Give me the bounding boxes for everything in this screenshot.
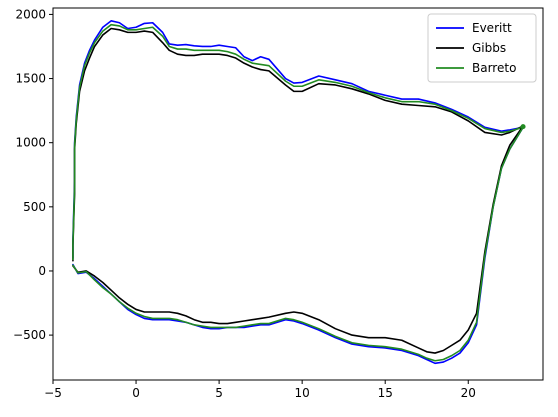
legend-label-everitt: Everitt xyxy=(472,21,512,35)
x-tick-label: 20 xyxy=(461,386,476,400)
series-line-barreto-upper xyxy=(72,23,524,261)
x-tick-label: 10 xyxy=(295,386,310,400)
y-tick-label: 500 xyxy=(23,200,46,214)
legend: Everitt Gibbs Barreto xyxy=(427,13,537,83)
series-line-barreto-lower xyxy=(72,126,524,362)
x-tick-label: 5 xyxy=(215,386,223,400)
x-tick-label: 15 xyxy=(378,386,393,400)
plot-area xyxy=(72,20,526,365)
y-tick-label: 0 xyxy=(38,264,46,278)
axes: −5 0 5 10 15 20 −500 0 500 1000 1500 2000 xyxy=(13,7,544,400)
y-tick-label: 1000 xyxy=(15,136,46,150)
legend-box xyxy=(427,13,537,83)
series-end-point xyxy=(520,124,526,130)
y-tick-label: −500 xyxy=(13,328,46,342)
series-line-everitt-lower xyxy=(72,126,524,365)
x-tick-label: 0 xyxy=(132,386,140,400)
legend-label-barreto: Barreto xyxy=(472,61,516,75)
series-line-everitt-upper xyxy=(72,20,524,259)
legend-label-gibbs: Gibbs xyxy=(472,41,506,55)
y-tick-label: 2000 xyxy=(15,7,46,21)
x-tick-label: −5 xyxy=(44,386,62,400)
series-line-gibbs-lower xyxy=(72,125,524,354)
y-tick-label: 1500 xyxy=(15,72,46,86)
plot-frame xyxy=(52,7,544,381)
series-line-gibbs-upper xyxy=(72,27,524,262)
